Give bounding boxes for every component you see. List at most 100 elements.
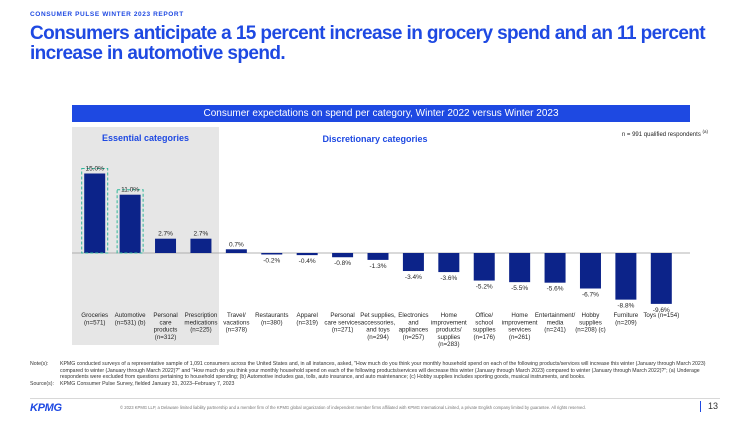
bar (119, 194, 141, 253)
category-label: care services (324, 319, 360, 326)
category-label: appliances (399, 327, 429, 334)
category-label: and toys (366, 327, 389, 334)
plot-area: 15.0% Groceries(n=571) 11.0% Automotive(n=5… (72, 166, 690, 348)
bar (650, 253, 672, 304)
category-label: supplies (437, 334, 460, 341)
respondents-count: n = 991 qualified respondents (621, 132, 701, 138)
kpmg-logo: KPMG (30, 402, 62, 414)
category-label: accessories, (361, 319, 396, 326)
bar (332, 253, 354, 258)
category-label: Apparel (297, 312, 318, 319)
category-label: medications (184, 319, 217, 326)
category-label: care (160, 319, 173, 326)
category-label: Home (511, 312, 528, 319)
category-label: (n=531) (b) (115, 319, 146, 326)
category-label: (n=378) (226, 327, 248, 334)
category-label: and (408, 319, 419, 326)
notes-block: Note(s): KPMG conducted surveys of a rep… (30, 361, 725, 387)
category-label: (n=209) (615, 319, 637, 326)
highlight-outline (116, 189, 144, 254)
bar (190, 238, 212, 253)
category-label: media (547, 319, 564, 326)
category-label: Toys (n=154) (643, 312, 679, 319)
data-label: 2.7% (158, 231, 173, 238)
footer-divider (30, 398, 720, 399)
category-label: (n=241) (544, 327, 566, 334)
category-label: supplies (579, 319, 602, 326)
data-label: -3.4% (405, 274, 422, 281)
category-label: school (475, 319, 493, 326)
category-label: Automotive (115, 312, 147, 319)
bar (296, 253, 318, 256)
category-label: (n=208) (c) (575, 327, 605, 334)
page-number: 13 (708, 401, 719, 411)
highlight-outline (81, 168, 109, 254)
page-title: Consumers anticipate a 15 percent increa… (30, 23, 706, 64)
category-label: (n=571) (84, 319, 106, 326)
bar (155, 238, 177, 253)
category-label: (n=225) (190, 327, 212, 334)
bar (544, 253, 566, 283)
bar (84, 173, 106, 253)
bar (509, 253, 531, 283)
data-label: 0.7% (229, 241, 244, 248)
category-label: Home (441, 312, 458, 319)
notes-text: KPMG conducted surveys of a representati… (60, 361, 706, 380)
data-label: -6.7% (582, 292, 599, 299)
category-label: (n=176) (473, 334, 495, 341)
data-label: -0.8% (334, 260, 351, 267)
category-label: (n=380) (261, 319, 283, 326)
respondents-footnote: (a) (702, 129, 709, 134)
data-label: -0.4% (299, 258, 316, 265)
category-label: supplies (473, 327, 496, 334)
category-label: Travel/ (227, 312, 246, 319)
category-label: (n=312) (155, 334, 177, 341)
data-label: -8.8% (617, 303, 634, 310)
category-label: (n=261) (509, 334, 531, 341)
bar (615, 253, 637, 300)
bar (261, 253, 283, 255)
notes-key: Note(s): (30, 361, 49, 367)
data-label: -0.2% (263, 258, 280, 265)
data-label: -5.5% (511, 285, 528, 292)
bar (402, 253, 424, 272)
data-label: -3.6% (440, 275, 457, 282)
category-label: Prescription (185, 312, 218, 319)
legal-text: © 2023 KPMG LLP, a Delaware limited liab… (120, 405, 586, 410)
source-key: Source(s): (30, 380, 54, 387)
essential-categories-label: Essential categories (101, 133, 190, 143)
respondents-note: n = 991 qualified respondents (a) (622, 129, 708, 138)
category-label: Office/ (475, 312, 493, 319)
category-label: Hobby (582, 312, 601, 319)
bar (438, 253, 460, 273)
data-label: 11.0% (121, 187, 139, 194)
data-label: 2.7% (194, 231, 209, 238)
category-label: vacations (223, 319, 249, 326)
category-label: Personal (153, 312, 177, 319)
data-label: 15.0% (85, 166, 104, 173)
category-label: improvement (502, 319, 538, 326)
category-label: products (154, 327, 178, 334)
chart-title: Consumer expectations on spend per categ… (72, 105, 690, 122)
category-label: Restaurants (255, 312, 288, 319)
category-label: (n=319) (296, 319, 318, 326)
page-number-divider (700, 401, 701, 412)
report-label: CONSUMER PULSE WINTER 2023 REPORT (30, 11, 184, 18)
category-label: (n=271) (332, 327, 354, 334)
category-label: Entertainment/ (535, 312, 576, 319)
category-label: (n=294) (367, 334, 389, 341)
category-label: Personal (330, 312, 354, 319)
category-label: services (508, 327, 531, 334)
source-text: KPMG Consumer Pulse Survey, fielded Janu… (60, 380, 235, 387)
data-label: -9.6% (653, 307, 670, 314)
discretionary-categories-label: Discretionary categories (322, 134, 428, 144)
data-label: -5.2% (476, 284, 493, 291)
category-label: Furniture (613, 312, 638, 319)
category-label: improvement (431, 319, 467, 326)
category-label: (n=283) (438, 341, 460, 348)
category-label: Groceries (81, 312, 108, 319)
category-label: (n=257) (403, 334, 425, 341)
bar (225, 249, 247, 253)
category-label: Pet supplies, (360, 312, 396, 319)
